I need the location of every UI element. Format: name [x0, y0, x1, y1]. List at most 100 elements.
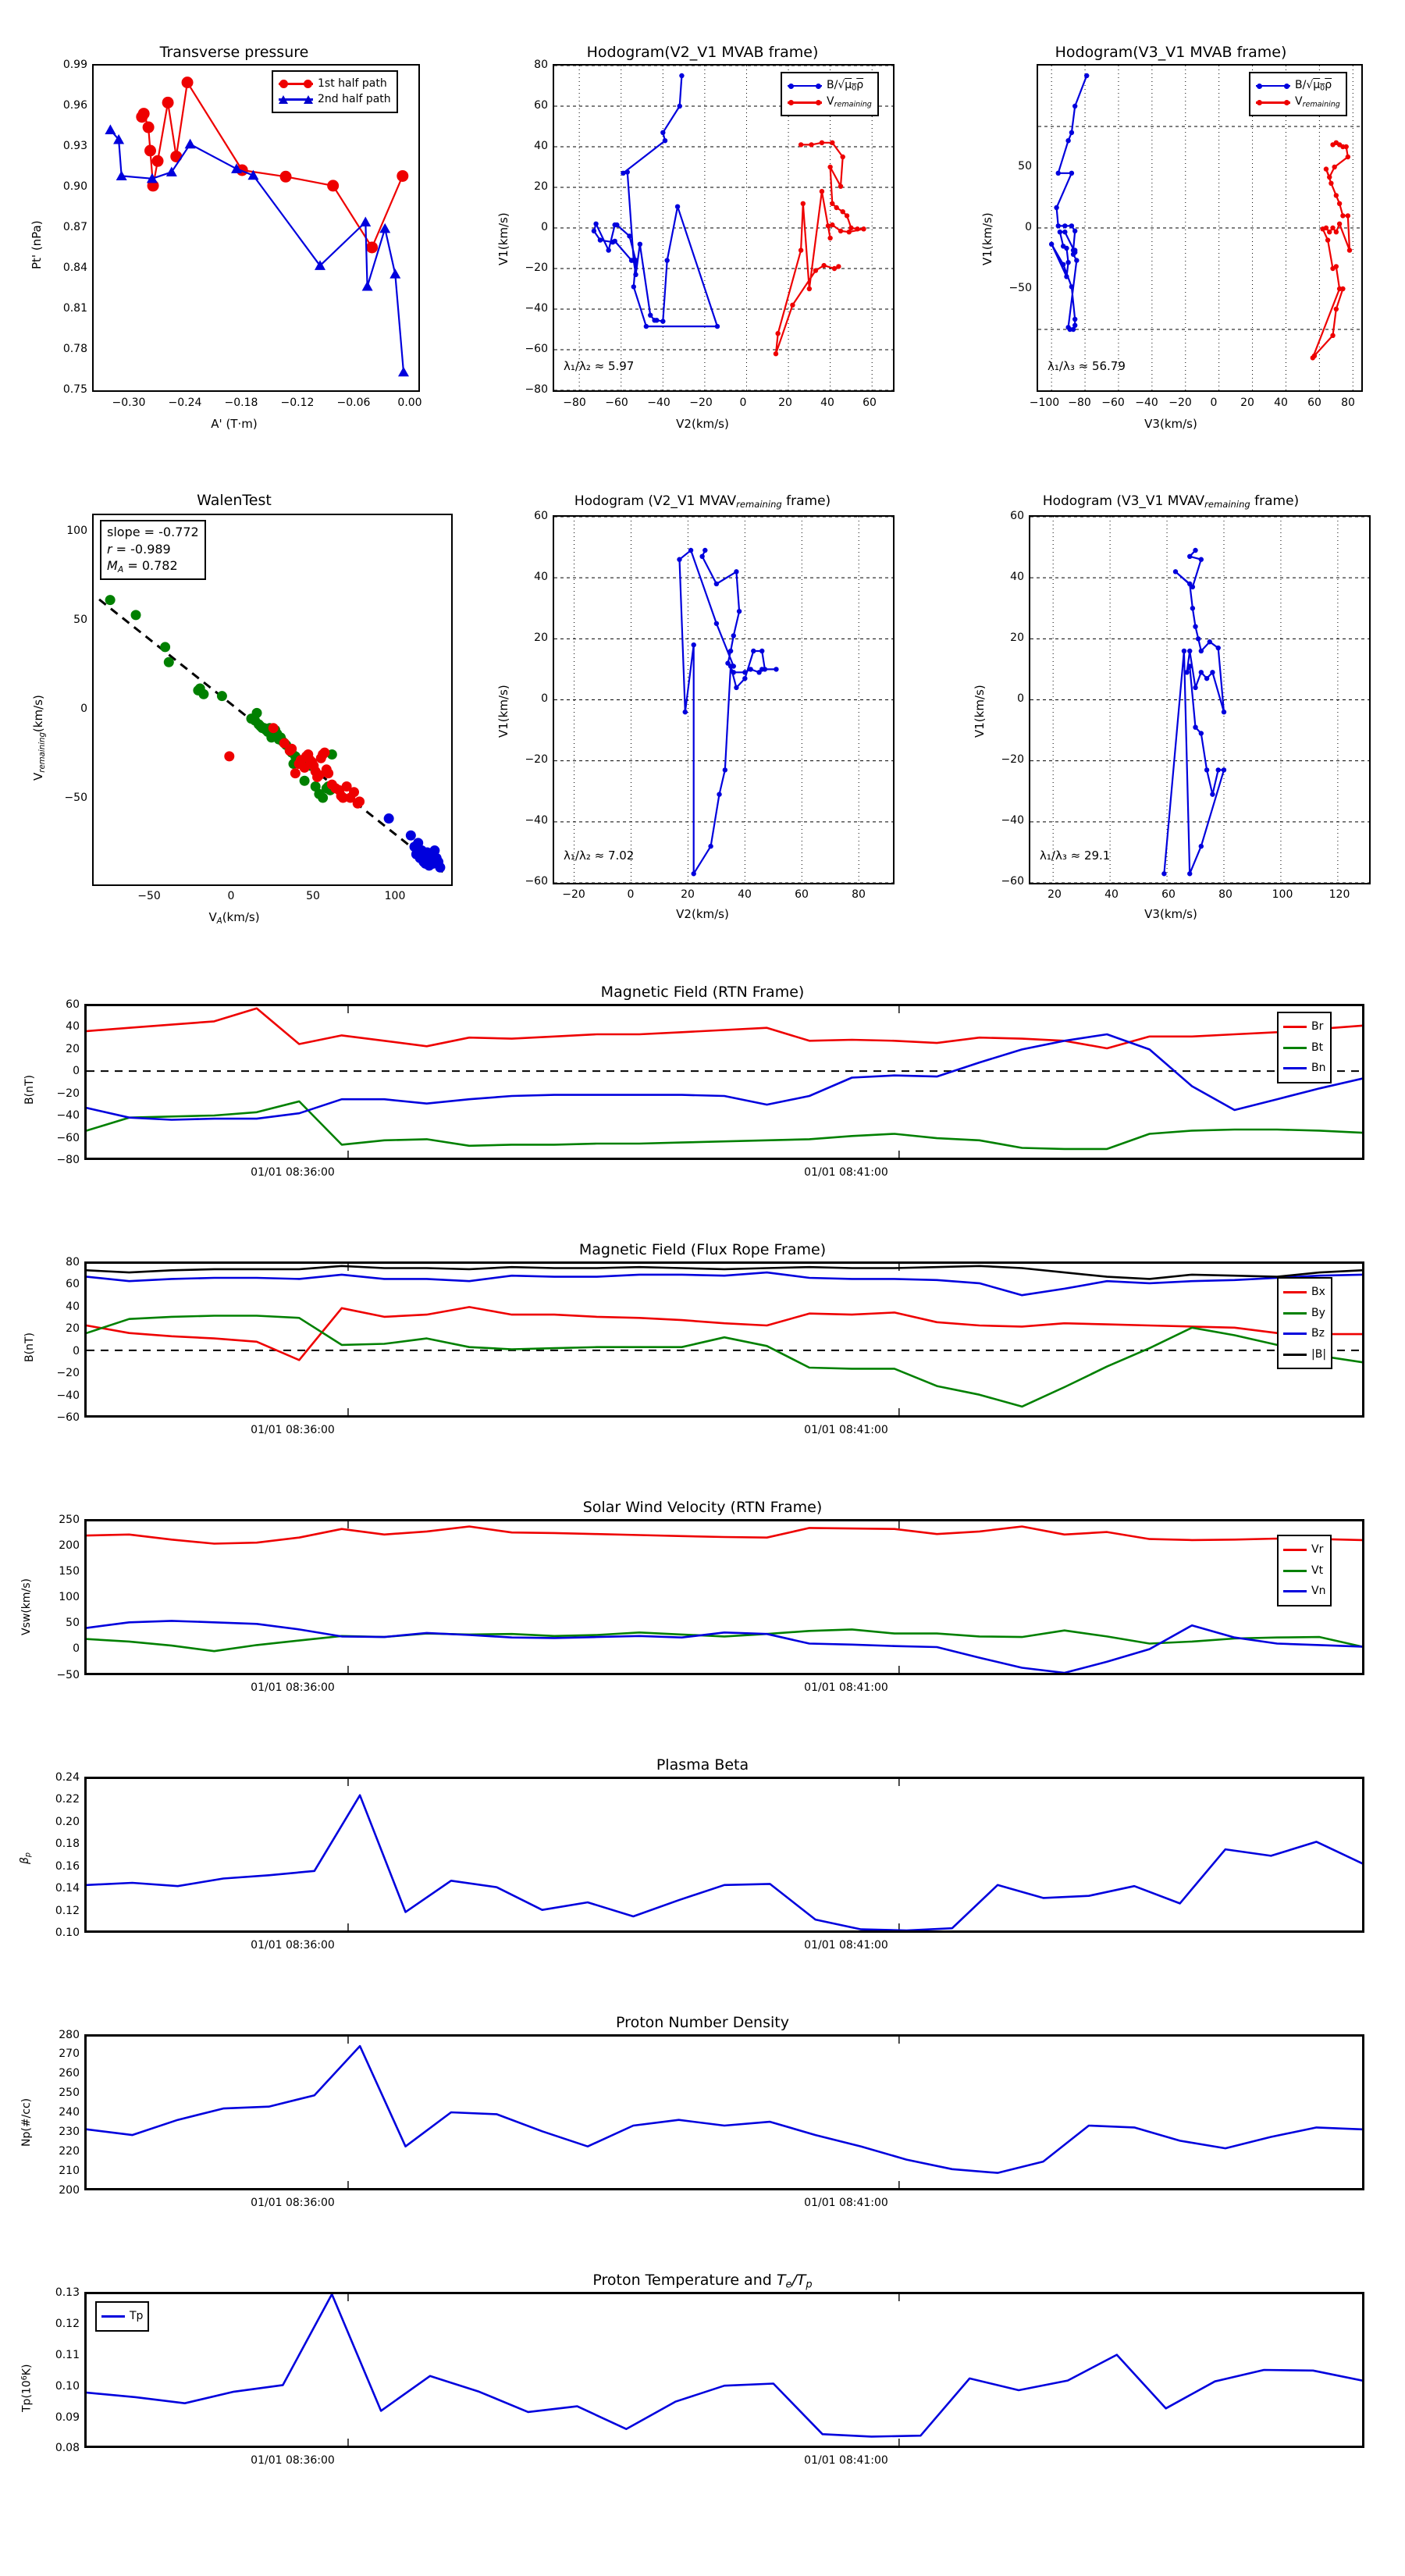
ts4-ytick-024: 0.24 [55, 1771, 80, 1784]
wt-xtick-100: 100 [384, 890, 406, 902]
h3-ytick-60p: 60 [534, 510, 548, 522]
ts1-ytick-40m: −40 [56, 1109, 80, 1122]
panel-plasma-beta: Plasma Beta 0.24 0.22 0.20 0.18 0.16 0.1… [0, 1749, 1405, 1975]
h1-yaxis-title: V1(km/s) [496, 212, 510, 265]
wt-xtick-50m: −50 [137, 890, 161, 902]
ts1-ytick-0: 0 [73, 1065, 80, 1077]
panel-hodogram-v2v1-mvab: Hodogram(V2_V1 MVAB frame) 80 60 40 20 0… [468, 0, 937, 468]
ts5-ytick-280: 280 [59, 2029, 80, 2041]
h2-xtick-80m: −80 [1068, 397, 1091, 409]
h4-ytick-60p: 60 [1010, 510, 1024, 522]
ts2-ytick-60m: −60 [56, 1411, 80, 1424]
legend-row-1st-half: 1st half path [279, 76, 391, 91]
h3-ytick-40m: −40 [525, 814, 548, 827]
h1-ytick-40m: −40 [525, 302, 548, 315]
hodo-v2v1-mvab-title: Hodogram(V2_V1 MVAB frame) [586, 44, 819, 61]
legend-row-bmag: |B| [1283, 1344, 1326, 1365]
ts1-ytick-60m: −60 [56, 1132, 80, 1144]
h1-xtick-40p: 40 [820, 397, 834, 409]
legend-label-bmag: |B| [1311, 1347, 1327, 1361]
h4-yaxis-title: V1(km/s) [973, 685, 987, 738]
swv-legend: Vr Vt Vn [1277, 1535, 1332, 1606]
tp-xtick-5: 0.00 [397, 397, 422, 409]
hodo-v3v1-mvab-title: Hodogram(V3_V1 MVAB frame) [1055, 44, 1287, 61]
blue-line-dot-icon [1256, 80, 1290, 91]
tp-ytick-7: 0.78 [62, 343, 87, 355]
wt-xtick-50: 50 [306, 890, 320, 902]
panel-walen-test: WalenTest 100 50 0 −50 −50 0 50 100 VA(k… [0, 468, 468, 937]
h3-xtick-0: 0 [627, 888, 635, 901]
wt-xtick-0: 0 [227, 890, 235, 902]
panel-proton-number-density: Proton Number Density 280 270 260 250 24… [0, 2006, 1405, 2233]
legend-row-b-alfven: B/√μ0ρ [1256, 77, 1340, 94]
ts5-ytick-210: 210 [59, 2165, 80, 2177]
ts5-xtick-0: 01/01 08:36:00 [251, 2197, 335, 2209]
ts4-ytick-022: 0.22 [55, 1793, 80, 1806]
h3-xtick-60p: 60 [795, 888, 809, 901]
ts3-ytick-50m: −50 [56, 1669, 80, 1681]
h1-ytick-60m: −60 [525, 343, 548, 355]
h1-ytick-80p: 80 [534, 59, 548, 71]
h2-xtick-0: 0 [1210, 397, 1218, 409]
legend-row-bt: Bt [1283, 1037, 1325, 1059]
pnd-title: Proton Number Density [616, 2014, 789, 2031]
h2-xtick-80p: 80 [1341, 397, 1355, 409]
blue-line-icon [101, 2312, 125, 2320]
legend-row-b-alfven: B/√μ0ρ [788, 77, 872, 94]
tp-xtick-3: −0.12 [280, 397, 315, 409]
h4-xtick-40: 40 [1104, 888, 1119, 901]
tp-ytick-5: 0.84 [62, 262, 87, 274]
ts4-xtick-1: 01/01 08:41:00 [804, 1939, 888, 1952]
h4-ytick-60m: −60 [1001, 875, 1024, 888]
red-line-icon [1283, 1023, 1307, 1030]
ts4-ytick-016: 0.16 [55, 1860, 80, 1873]
mf-rtn-axes [84, 1004, 1364, 1160]
blue-line-icon [1283, 1064, 1307, 1072]
h1-xtick-20p: 20 [778, 397, 792, 409]
red-line-dot-icon [788, 97, 822, 108]
ts1-ytick-20m: −20 [56, 1087, 80, 1100]
transverse-pressure-title: Transverse pressure [159, 44, 309, 61]
hodo-v3v1-mvab-axes [1037, 64, 1363, 392]
walen-ma: MA = 0.782 [107, 558, 178, 575]
legend-row-v-remaining: Vremaining [1256, 94, 1340, 110]
mf-fr-axes [84, 1261, 1364, 1418]
green-line-icon [1283, 1309, 1307, 1317]
wt-yaxis-title: Vremaining(km/s) [31, 695, 47, 781]
h4-ytick-0: 0 [1017, 692, 1024, 705]
ts3-ytick-250: 250 [59, 1514, 80, 1526]
triangle-marker-line-icon [279, 94, 313, 105]
legend-label-vr: Vr [1311, 1543, 1324, 1556]
ts6-xtick-1: 01/01 08:41:00 [804, 2454, 888, 2467]
ts1-xtick-0: 01/01 08:36:00 [251, 1166, 335, 1179]
legend-label-bn: Bn [1311, 1062, 1326, 1075]
ts2-yaxis-title: B(nT) [23, 1332, 36, 1362]
h2-yaxis-title: V1(km/s) [980, 212, 994, 265]
panel-hodogram-v3v1-mvab: Hodogram(V3_V1 MVAB frame) 50 0 −50 −100… [937, 0, 1405, 468]
tp-ytick-8: 0.75 [62, 383, 87, 396]
ts4-ytick-020: 0.20 [55, 1816, 80, 1828]
ts4-ytick-010: 0.10 [55, 1927, 80, 1939]
ts2-ytick-20: 20 [66, 1322, 80, 1335]
tp-yaxis-title: Pt' (nPa) [30, 220, 44, 269]
legend-row-bn: Bn [1283, 1058, 1325, 1079]
h4-xaxis-title: V3(km/s) [1144, 907, 1197, 921]
ts2-ytick-40: 40 [66, 1300, 80, 1313]
ts6-xtick-0: 01/01 08:36:00 [251, 2454, 335, 2467]
h3-eigenvalue-ratio-annotation: λ₁/λ₂ ≈ 7.02 [564, 849, 635, 863]
hodo-v2v1-mvav-axes [553, 515, 895, 884]
legend-label-vt: Vt [1311, 1564, 1324, 1577]
red-line-dot-icon [1256, 97, 1290, 108]
tp-xtick-0: −0.30 [112, 397, 146, 409]
legend-row-2nd-half: 2nd half path [279, 91, 391, 107]
pt-title: Proton Temperature and Te/Tp [592, 2272, 813, 2291]
h1-xaxis-title: V2(km/s) [676, 417, 729, 431]
h4-ytick-40p: 40 [1010, 571, 1024, 583]
h3-ytick-0: 0 [541, 692, 548, 705]
ts1-ytick-20: 20 [66, 1043, 80, 1055]
mf-fr-legend: Bx By Bz |B| [1277, 1277, 1333, 1370]
ts3-yaxis-title: Vsw(km/s) [20, 1578, 33, 1635]
h1-ytick-0: 0 [541, 221, 548, 233]
ts3-ytick-200: 200 [59, 1539, 80, 1552]
h4-xtick-80: 80 [1218, 888, 1232, 901]
